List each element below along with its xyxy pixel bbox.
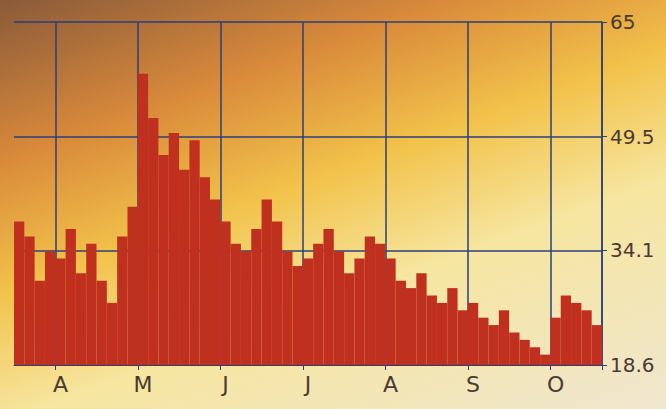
svg-text:65: 65 xyxy=(610,10,635,34)
svg-text:A: A xyxy=(53,372,68,397)
svg-text:A: A xyxy=(383,372,398,397)
svg-text:J: J xyxy=(303,372,312,397)
svg-text:18.6: 18.6 xyxy=(610,353,655,377)
svg-text:34.1: 34.1 xyxy=(610,238,655,262)
svg-text:S: S xyxy=(466,372,480,397)
svg-text:J: J xyxy=(220,372,229,397)
svg-text:O: O xyxy=(547,372,564,397)
svg-text:M: M xyxy=(133,372,152,397)
svg-text:49.5: 49.5 xyxy=(610,125,655,149)
